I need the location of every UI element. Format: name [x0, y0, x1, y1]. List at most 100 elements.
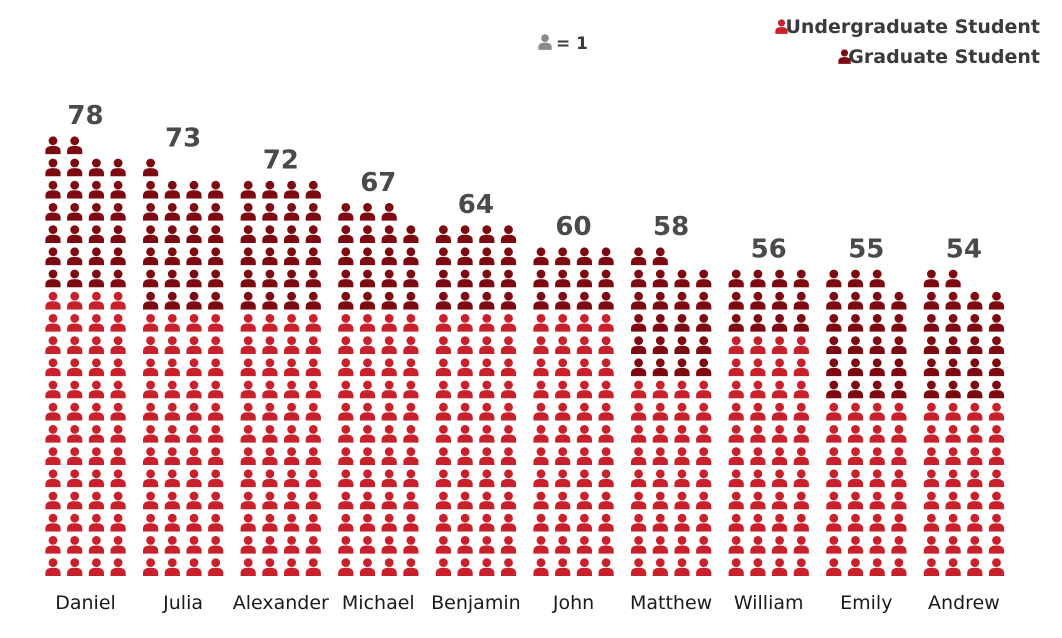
undergraduate-person-icon — [533, 536, 549, 554]
undergraduate-person-icon — [110, 380, 126, 399]
graduate-person-icon — [923, 380, 939, 399]
graduate-person-icon — [305, 203, 321, 221]
undergraduate-person-icon — [533, 314, 549, 332]
undergraduate-person-icon — [631, 558, 647, 576]
undergraduate-person-icon — [479, 513, 495, 532]
person-column-benjamin — [435, 225, 517, 576]
undergraduate-person-icon — [696, 558, 712, 576]
undergraduate-person-icon — [826, 469, 842, 488]
graduate-person-icon — [967, 358, 983, 377]
graduate-person-icon — [110, 180, 126, 199]
undergraduate-person-icon — [284, 491, 300, 510]
undergraduate-person-icon — [240, 558, 256, 576]
undergraduate-person-icon — [338, 314, 354, 332]
graduate-person-icon — [381, 247, 397, 266]
undergraduate-person-icon — [45, 380, 61, 399]
graduate-person-icon — [359, 225, 376, 243]
graduate-person-icon — [891, 291, 907, 310]
undergraduate-person-icon — [435, 336, 451, 354]
undergraduate-person-icon — [631, 491, 647, 510]
graduate-person-icon — [533, 269, 549, 288]
graduate-person-icon — [674, 336, 690, 354]
undergraduate-person-icon — [305, 536, 321, 554]
undergraduate-person-icon — [435, 425, 451, 443]
undergraduate-person-icon — [772, 491, 788, 510]
undergraduate-person-icon — [967, 536, 983, 554]
undergraduate-person-icon — [359, 425, 376, 443]
undergraduate-person-icon — [359, 558, 376, 576]
undergraduate-person-icon — [598, 558, 614, 576]
undergraduate-person-icon — [186, 358, 202, 377]
undergraduate-person-icon — [652, 513, 668, 532]
undergraduate-person-icon — [696, 536, 712, 554]
undergraduate-person-icon — [208, 469, 224, 488]
undergraduate-person-icon — [652, 536, 668, 554]
category-label: John — [552, 592, 594, 614]
undergraduate-person-icon — [381, 425, 397, 443]
graduate-person-icon — [793, 269, 809, 288]
graduate-person-icon — [143, 247, 159, 266]
undergraduate-person-icon — [284, 447, 300, 465]
undergraduate-person-icon — [772, 558, 788, 576]
legend-graduate-label: Graduate Student — [848, 46, 1040, 68]
undergraduate-person-icon — [674, 513, 690, 532]
undergraduate-person-icon — [381, 314, 397, 332]
undergraduate-person-icon — [967, 558, 983, 576]
graduate-person-icon — [967, 291, 983, 310]
undergraduate-person-icon — [631, 536, 647, 554]
graduate-person-icon — [305, 247, 321, 266]
undergraduate-person-icon — [728, 380, 744, 399]
undergraduate-person-icon — [208, 336, 224, 354]
graduate-person-icon — [631, 291, 647, 310]
undergraduate-person-icon — [555, 558, 571, 576]
undergraduate-person-icon — [381, 536, 397, 554]
undergraduate-person-icon — [381, 336, 397, 354]
undergraduate-person-icon — [88, 380, 104, 399]
undergraduate-person-icon — [403, 513, 419, 532]
undergraduate-person-icon — [500, 558, 517, 576]
undergraduate-person-icon — [305, 491, 321, 510]
undergraduate-person-icon — [110, 358, 126, 377]
graduate-person-icon — [728, 291, 744, 310]
undergraduate-person-icon — [631, 513, 647, 532]
undergraduate-person-icon — [403, 314, 419, 332]
undergraduate-person-icon — [728, 491, 744, 510]
undergraduate-person-icon — [88, 513, 104, 532]
undergraduate-person-icon — [381, 558, 397, 576]
undergraduate-person-icon — [45, 469, 61, 488]
undergraduate-person-icon — [143, 536, 159, 554]
graduate-person-icon — [435, 291, 451, 310]
undergraduate-person-icon — [576, 402, 592, 421]
undergraduate-person-icon — [598, 402, 614, 421]
undergraduate-person-icon — [67, 491, 83, 510]
undergraduate-person-icon — [555, 314, 571, 332]
undergraduate-person-icon — [435, 491, 451, 510]
undergraduate-person-icon — [164, 536, 180, 554]
graduate-person-icon — [240, 269, 256, 288]
graduate-person-icon — [696, 358, 712, 377]
undergraduate-person-icon — [45, 558, 61, 576]
undergraduate-person-icon — [555, 380, 571, 399]
graduate-person-icon — [576, 291, 592, 310]
undergraduate-person-icon — [728, 336, 744, 354]
undergraduate-person-icon — [67, 513, 83, 532]
undergraduate-person-icon — [869, 469, 885, 488]
column-total-label: 56 — [751, 234, 787, 264]
undergraduate-person-icon — [479, 425, 495, 443]
graduate-person-icon — [945, 269, 961, 288]
undergraduate-person-icon — [555, 447, 571, 465]
undergraduate-person-icon — [45, 336, 61, 354]
undergraduate-person-icon — [750, 358, 766, 377]
undergraduate-person-icon — [240, 491, 256, 510]
graduate-person-icon — [67, 269, 83, 288]
undergraduate-person-icon — [826, 536, 842, 554]
undergraduate-person-icon — [262, 491, 278, 510]
graduate-person-icon — [284, 225, 300, 243]
undergraduate-person-icon — [143, 358, 159, 377]
undergraduate-person-icon — [891, 491, 907, 510]
undergraduate-person-icon — [533, 469, 549, 488]
undergraduate-person-icon — [923, 469, 939, 488]
graduate-person-icon — [793, 314, 809, 332]
undergraduate-person-icon — [338, 425, 354, 443]
legend-graduate: Graduate Student — [838, 46, 1040, 68]
